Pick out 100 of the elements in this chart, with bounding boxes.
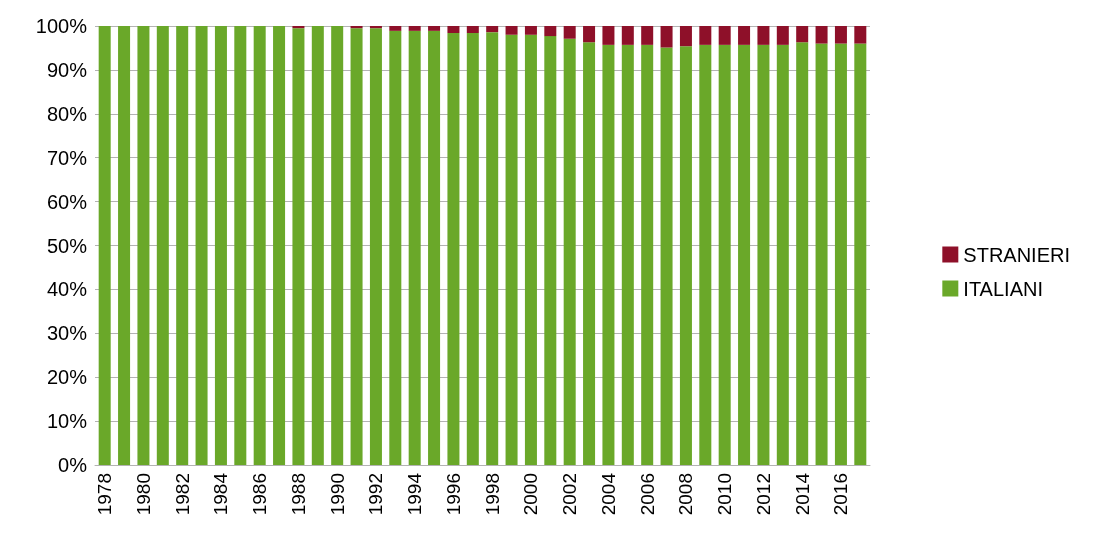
y-tick-label: 20%: [46, 366, 88, 389]
x-tick-label: 2016: [830, 473, 852, 516]
bar: [486, 32, 499, 465]
x-tick-label: 2000: [520, 473, 542, 516]
legend-label: STRANIERI: [963, 243, 1071, 266]
y-tick-label: 100%: [35, 15, 88, 37]
bar: [544, 26, 557, 37]
bar: [641, 44, 654, 465]
bar: [602, 44, 615, 465]
bar: [486, 26, 499, 33]
bar: [854, 43, 867, 465]
bar: [118, 26, 131, 465]
x-tick-label: 2012: [752, 473, 774, 516]
y-tick-label: 90%: [46, 58, 88, 81]
bar: [214, 26, 227, 465]
bar: [776, 26, 789, 45]
bar: [544, 36, 557, 465]
bar: [796, 42, 809, 465]
bar: [98, 26, 111, 465]
x-tick-label: 1996: [442, 473, 464, 516]
bar: [679, 26, 692, 47]
bar: [505, 34, 518, 465]
bar: [273, 26, 286, 465]
bar: [311, 26, 324, 465]
x-tick-label: 1992: [365, 473, 387, 516]
bar: [408, 30, 421, 465]
x-tick-label: 2010: [714, 473, 736, 516]
x-tick-label: 1978: [94, 473, 116, 516]
x-tick-label: 2006: [636, 473, 658, 516]
bar: [834, 43, 847, 465]
bar: [292, 26, 305, 29]
bar: [602, 26, 615, 45]
bar: [699, 26, 712, 45]
x-tick-label: 1986: [249, 473, 271, 516]
bar: [718, 44, 731, 465]
bar: [718, 26, 731, 45]
x-tick-label: 1980: [132, 473, 154, 516]
bar: [738, 26, 751, 45]
bar: [369, 26, 382, 29]
bar: [253, 26, 266, 465]
bar: [641, 26, 654, 45]
x-tick-label: 1994: [404, 472, 426, 516]
y-tick-label: 60%: [46, 190, 88, 213]
bar: [389, 26, 402, 31]
bar: [466, 26, 479, 34]
bar: [389, 30, 402, 465]
bar: [815, 43, 828, 465]
x-tick-label: 1998: [481, 473, 503, 516]
bar: [428, 30, 441, 465]
bar: [563, 26, 576, 39]
y-tick-label: 10%: [46, 410, 88, 433]
bar: [854, 26, 867, 44]
bar: [660, 47, 673, 465]
y-tick-label: 30%: [46, 322, 88, 345]
x-tick-label: 1984: [210, 472, 232, 516]
y-tick-label: 40%: [46, 278, 88, 301]
x-tick-label: 2008: [675, 473, 697, 516]
bar: [292, 28, 305, 465]
bar: [505, 26, 518, 35]
y-tick-label: 50%: [46, 234, 88, 257]
y-tick-label: 80%: [46, 102, 88, 125]
bar: [176, 26, 189, 465]
bar: [350, 26, 363, 29]
bar: [369, 28, 382, 465]
bar: [563, 38, 576, 465]
bar: [583, 26, 596, 43]
bar: [428, 26, 441, 31]
bar: [408, 26, 421, 31]
bar: [137, 26, 150, 465]
bar: [466, 33, 479, 465]
bar: [796, 26, 809, 43]
bar: [815, 26, 828, 44]
bar: [156, 26, 169, 465]
bar: [524, 34, 537, 465]
x-tick-label: 1982: [171, 473, 193, 516]
bar: [350, 28, 363, 465]
bar: [757, 44, 770, 465]
x-tick-label: 1988: [287, 473, 309, 516]
bar: [738, 44, 751, 465]
bar: [834, 26, 847, 44]
bar: [699, 44, 712, 465]
bar: [757, 26, 770, 45]
bar: [583, 42, 596, 465]
bar: [776, 44, 789, 465]
bar: [195, 26, 208, 465]
x-tick-label: 2014: [791, 472, 813, 516]
x-tick-label: 1990: [326, 473, 348, 516]
x-tick-label: 2004: [597, 472, 619, 516]
y-tick-label: 0%: [58, 454, 88, 476]
y-tick-label: 70%: [46, 146, 88, 169]
legend-label: ITALIANI: [963, 277, 1043, 300]
bar: [524, 26, 537, 35]
bar: [447, 26, 460, 34]
bar: [447, 33, 460, 465]
x-tick-label: 2002: [559, 473, 581, 516]
bar: [234, 26, 247, 465]
bar: [621, 26, 634, 45]
bar: [660, 26, 673, 48]
bar: [621, 44, 634, 465]
bar: [679, 46, 692, 465]
